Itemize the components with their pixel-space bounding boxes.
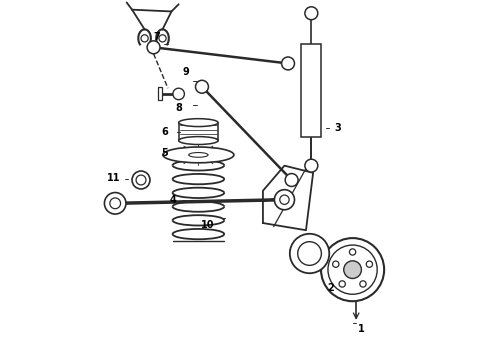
- Text: 4: 4: [170, 195, 177, 205]
- Ellipse shape: [179, 136, 218, 144]
- Text: 2: 2: [328, 283, 335, 293]
- Text: 10: 10: [200, 220, 214, 230]
- Circle shape: [280, 195, 289, 204]
- Text: 9: 9: [182, 67, 189, 77]
- Circle shape: [298, 242, 321, 265]
- Circle shape: [285, 174, 298, 186]
- Circle shape: [321, 238, 384, 301]
- Bar: [158, 87, 162, 100]
- Circle shape: [132, 171, 150, 189]
- Circle shape: [305, 7, 318, 20]
- Circle shape: [136, 175, 146, 185]
- Circle shape: [173, 88, 184, 100]
- Circle shape: [104, 193, 126, 214]
- Circle shape: [147, 41, 160, 54]
- Circle shape: [159, 35, 166, 42]
- Text: 11: 11: [107, 173, 121, 183]
- Ellipse shape: [163, 147, 234, 163]
- Circle shape: [339, 281, 345, 287]
- Circle shape: [360, 281, 366, 287]
- Text: 1: 1: [358, 324, 365, 334]
- Ellipse shape: [179, 119, 218, 127]
- Text: 7: 7: [154, 32, 161, 41]
- Text: 3: 3: [335, 123, 342, 133]
- Text: 5: 5: [161, 148, 168, 158]
- Circle shape: [110, 198, 121, 209]
- Circle shape: [344, 261, 362, 279]
- Text: 6: 6: [161, 127, 168, 136]
- Circle shape: [141, 35, 148, 42]
- Circle shape: [196, 80, 208, 93]
- Ellipse shape: [189, 153, 208, 157]
- Circle shape: [328, 245, 377, 294]
- Text: 8: 8: [175, 103, 182, 113]
- Circle shape: [274, 190, 294, 210]
- Circle shape: [333, 261, 339, 267]
- Circle shape: [282, 57, 294, 70]
- Circle shape: [349, 249, 356, 255]
- Circle shape: [305, 159, 318, 172]
- Circle shape: [366, 261, 372, 267]
- Bar: [301, 44, 321, 137]
- Circle shape: [290, 234, 329, 273]
